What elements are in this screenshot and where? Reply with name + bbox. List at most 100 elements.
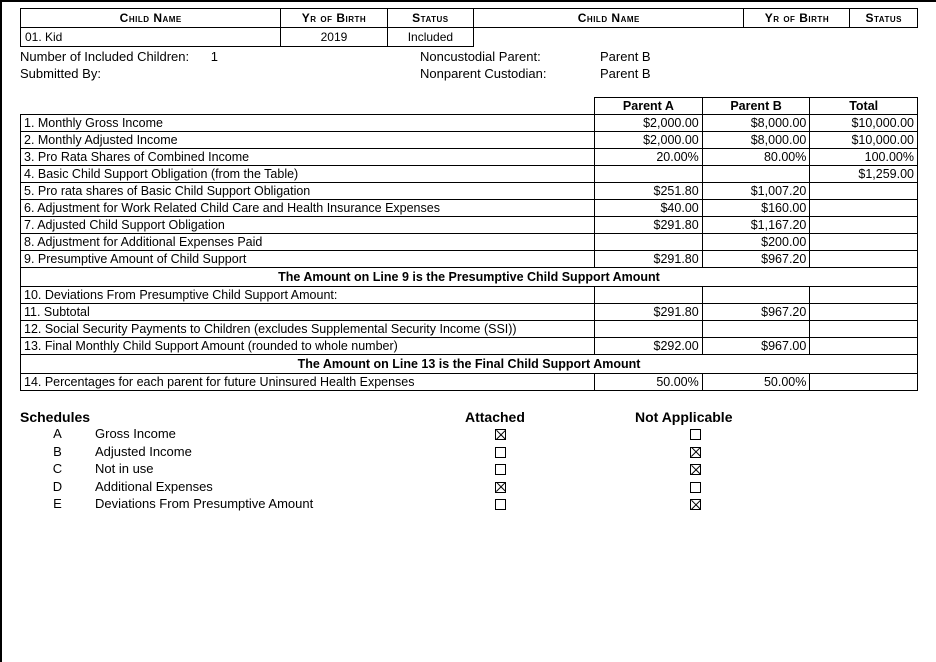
schedule-letter: D: [20, 478, 95, 496]
schedules-attached-header: Attached: [465, 409, 635, 425]
included-children-value: 1: [211, 49, 218, 64]
summary-row-1: Number of Included Children: 1 Noncustod…: [20, 49, 918, 64]
ws-parent-a-cell: $2,000.00: [595, 115, 703, 132]
child-name-cell: 01. Kid: [21, 28, 281, 47]
schedule-attached-cell: [465, 443, 635, 461]
ws-parent-a-cell: $291.80: [595, 251, 703, 268]
ws-parent-a-cell: $40.00: [595, 200, 703, 217]
ws-parent-a-cell: [595, 287, 703, 304]
checkbox-notapplicable: [690, 499, 701, 510]
schedule-notapplicable-cell: [635, 425, 835, 443]
ws-header-parent-a: Parent A: [595, 98, 703, 115]
children-table: Child Name Yr of Birth Status Child Name…: [20, 8, 918, 47]
ws-parent-b-cell: $200.00: [702, 234, 810, 251]
ws-parent-a-cell: 50.00%: [595, 374, 703, 391]
schedule-letter: C: [20, 460, 95, 478]
banner-line9-text: The Amount on Line 9 is the Presumptive …: [21, 268, 918, 287]
worksheet-row: 14. Percentages for each parent for futu…: [21, 374, 918, 391]
worksheet-row: 6. Adjustment for Work Related Child Car…: [21, 200, 918, 217]
schedules-notapplicable-header: Not Applicable: [635, 409, 835, 425]
ws-parent-b-cell: $967.00: [702, 338, 810, 355]
ws-total-cell: [810, 374, 918, 391]
schedule-row: BAdjusted Income: [20, 443, 918, 461]
ws-row-label: 8. Adjustment for Additional Expenses Pa…: [21, 234, 595, 251]
checkbox-attached: [495, 499, 506, 510]
ws-parent-b-cell: $8,000.00: [702, 115, 810, 132]
schedule-letter: B: [20, 443, 95, 461]
ws-parent-b-cell: $1,167.20: [702, 217, 810, 234]
ws-row-label: 13. Final Monthly Child Support Amount (…: [21, 338, 595, 355]
ws-parent-a-cell: $291.80: [595, 217, 703, 234]
th-status-2: Status: [850, 9, 918, 28]
ws-parent-a-cell: $2,000.00: [595, 132, 703, 149]
checkbox-attached: [495, 429, 506, 440]
ws-parent-b-cell: 50.00%: [702, 374, 810, 391]
ws-total-cell: [810, 287, 918, 304]
schedule-label: Gross Income: [95, 425, 465, 443]
worksheet-header-row: Parent A Parent B Total: [21, 98, 918, 115]
ws-parent-b-cell: $8,000.00: [702, 132, 810, 149]
ws-row-label: 1. Monthly Gross Income: [21, 115, 595, 132]
noncustodial-value: Parent B: [600, 49, 750, 64]
schedule-attached-cell: [465, 460, 635, 478]
ws-parent-a-cell: [595, 321, 703, 338]
schedules-list: AGross IncomeBAdjusted IncomeCNot in use…: [20, 425, 918, 513]
worksheet-row: 4. Basic Child Support Obligation (from …: [21, 166, 918, 183]
ws-row-label: 9. Presumptive Amount of Child Support: [21, 251, 595, 268]
nonparent-value: Parent B: [600, 66, 750, 81]
th-child-name-2: Child Name: [474, 9, 744, 28]
banner-line9: The Amount on Line 9 is the Presumptive …: [21, 268, 918, 287]
worksheet-row: 2. Monthly Adjusted Income$2,000.00$8,00…: [21, 132, 918, 149]
ws-total-cell: $10,000.00: [810, 132, 918, 149]
banner-line13: The Amount on Line 13 is the Final Child…: [21, 355, 918, 374]
th-status: Status: [387, 9, 474, 28]
submitted-by-label: Submitted By:: [20, 66, 101, 81]
checkbox-attached: [495, 447, 506, 458]
ws-total-cell: 100.00%: [810, 149, 918, 166]
worksheet-row: 10. Deviations From Presumptive Child Su…: [21, 287, 918, 304]
worksheet-row: 12. Social Security Payments to Children…: [21, 321, 918, 338]
empty-cell: [474, 28, 744, 47]
ws-row-label: 7. Adjusted Child Support Obligation: [21, 217, 595, 234]
th-yob: Yr of Birth: [281, 9, 387, 28]
schedules-title: Schedules: [20, 409, 465, 425]
th-yob-2: Yr of Birth: [744, 9, 850, 28]
ws-total-cell: [810, 234, 918, 251]
schedule-notapplicable-cell: [635, 478, 835, 496]
worksheet-row: 8. Adjustment for Additional Expenses Pa…: [21, 234, 918, 251]
document-page: Child Name Yr of Birth Status Child Name…: [0, 0, 936, 662]
schedule-label: Deviations From Presumptive Amount: [95, 495, 465, 513]
worksheet-row: 3. Pro Rata Shares of Combined Income20.…: [21, 149, 918, 166]
schedule-notapplicable-cell: [635, 460, 835, 478]
schedules-header: Schedules Attached Not Applicable: [20, 409, 918, 425]
th-child-name: Child Name: [21, 9, 281, 28]
ws-parent-b-cell: $967.20: [702, 304, 810, 321]
ws-row-label: 3. Pro Rata Shares of Combined Income: [21, 149, 595, 166]
ws-parent-b-cell: $1,007.20: [702, 183, 810, 200]
ws-parent-a-cell: 20.00%: [595, 149, 703, 166]
ws-parent-b-cell: 80.00%: [702, 149, 810, 166]
ws-header-total: Total: [810, 98, 918, 115]
empty-cell: [744, 28, 850, 47]
schedule-row: DAdditional Expenses: [20, 478, 918, 496]
ws-parent-b-cell: [702, 321, 810, 338]
banner-line13-text: The Amount on Line 13 is the Final Child…: [21, 355, 918, 374]
ws-parent-b-cell: $967.20: [702, 251, 810, 268]
ws-row-label: 2. Monthly Adjusted Income: [21, 132, 595, 149]
schedule-attached-cell: [465, 495, 635, 513]
checkbox-attached: [495, 482, 506, 493]
worksheet-row: 13. Final Monthly Child Support Amount (…: [21, 338, 918, 355]
ws-total-cell: [810, 183, 918, 200]
ws-row-label: 14. Percentages for each parent for futu…: [21, 374, 595, 391]
ws-parent-a-cell: [595, 234, 703, 251]
ws-total-cell: [810, 251, 918, 268]
ws-header-parent-b: Parent B: [702, 98, 810, 115]
ws-parent-b-cell: [702, 287, 810, 304]
checkbox-attached: [495, 464, 506, 475]
schedule-label: Not in use: [95, 460, 465, 478]
schedule-attached-cell: [465, 425, 635, 443]
schedule-row: CNot in use: [20, 460, 918, 478]
ws-parent-a-cell: [595, 166, 703, 183]
schedule-letter: A: [20, 425, 95, 443]
child-yob-cell: 2019: [281, 28, 387, 47]
